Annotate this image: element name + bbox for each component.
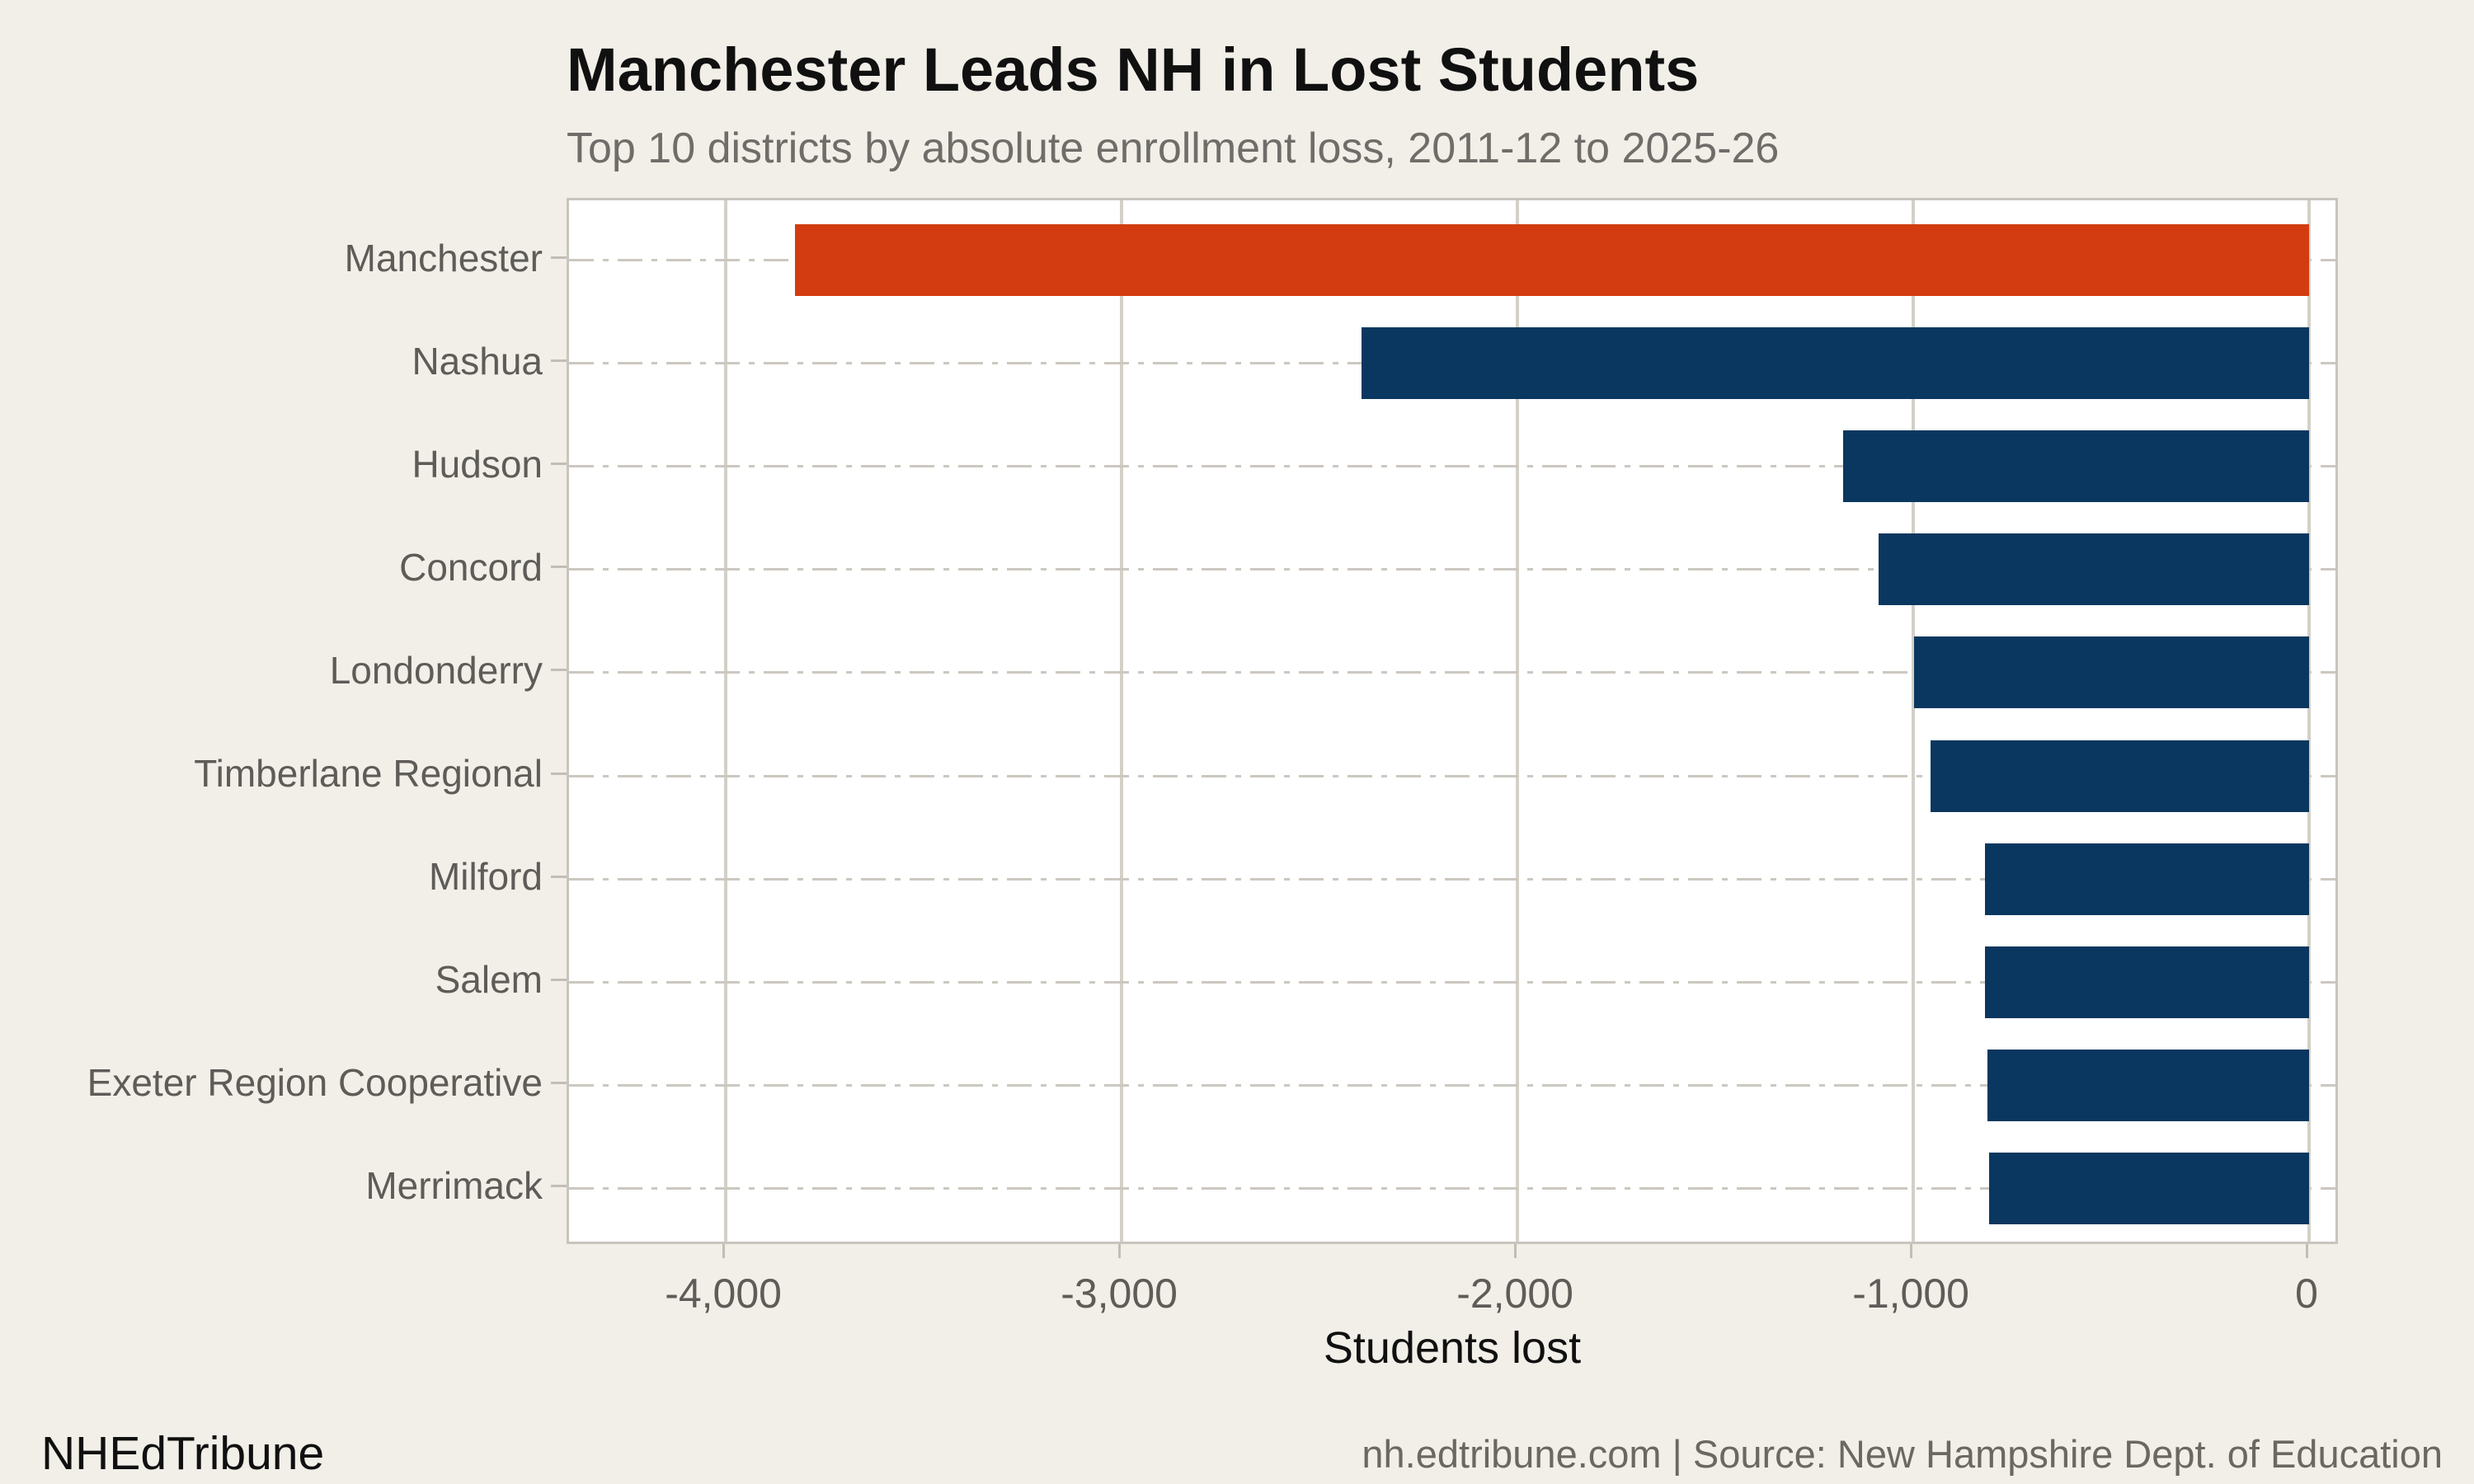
y-axis-label: Londonderry [329,648,543,692]
row-guide-line [569,1186,2335,1190]
y-axis-label: Manchester [344,236,543,279]
y-axis-label: Salem [435,958,543,1002]
y-axis-label: Concord [399,545,543,589]
y-axis-label: Merrimack [365,1164,543,1208]
y-axis-label: Nashua [412,339,543,383]
bar-nashua [1361,327,2310,400]
x-tick-label: 0 [2295,1270,2318,1317]
bar-salem [1985,946,2310,1018]
y-tick-mark [551,875,567,878]
chart-title: Manchester Leads NH in Lost Students [567,35,1700,104]
vertical-gridline--1,000 [1912,200,1916,1242]
footer-source: nh.edtribune.com | Source: New Hampshire… [1362,1432,2443,1476]
row-guide-line [569,877,2335,881]
vertical-gridline-0 [2307,200,2312,1242]
chart-subtitle: Top 10 districts by absolute enrollment … [567,124,1780,172]
bar-concord [1879,533,2310,606]
bar-timberlane-regional [1931,740,2310,812]
x-tick-mark [2305,1244,2308,1258]
bar-milford [1984,843,2310,915]
plot-area [567,198,2338,1244]
row-guide-line [569,465,2335,468]
x-axis-label: Students lost [1323,1323,1582,1373]
x-tick-mark [722,1244,725,1258]
x-tick-mark [1513,1244,1517,1258]
bar-merrimack [1988,1152,2310,1224]
y-tick-mark [551,566,567,569]
y-axis-label: Hudson [412,442,543,486]
bar-exeter-region-cooperative [1987,1049,2310,1121]
x-tick-mark [1117,1244,1121,1258]
row-guide-line [569,774,2335,777]
y-tick-mark [551,669,567,672]
x-tick-label: -1,000 [1852,1270,1969,1317]
footer-brand: NHEdTribune [41,1427,325,1480]
x-tick-label: -2,000 [1456,1270,1573,1317]
y-tick-mark [551,772,567,775]
row-guide-line [569,980,2335,984]
y-tick-mark [551,256,567,259]
y-tick-mark [551,463,567,466]
row-guide-line [569,671,2335,674]
vertical-gridline--3,000 [1120,200,1124,1242]
row-guide-line [569,568,2335,571]
vertical-gridline--2,000 [1516,200,1520,1242]
y-axis-label: Exeter Region Cooperative [87,1061,543,1105]
y-axis-label: Timberlane Regional [194,752,543,795]
bar-hudson [1843,430,2310,503]
x-tick-label: -4,000 [665,1270,782,1317]
bar-londonderry [1914,636,2310,709]
x-tick-label: -3,000 [1061,1270,1178,1317]
y-axis-label: Milford [428,855,543,899]
y-tick-mark [551,1081,567,1084]
x-tick-mark [1909,1244,1912,1258]
y-tick-mark [551,978,567,981]
bar-manchester [795,224,2310,296]
vertical-gridline--4,000 [724,200,728,1242]
y-tick-mark [551,1184,567,1187]
y-tick-mark [551,359,567,363]
row-guide-line [569,1083,2335,1087]
